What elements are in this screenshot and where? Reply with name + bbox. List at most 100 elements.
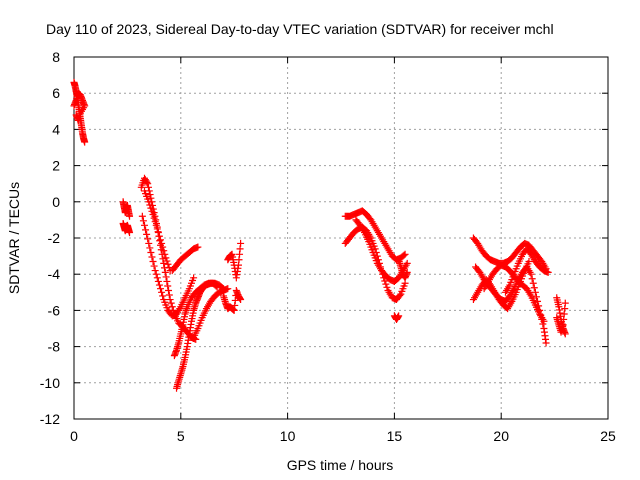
- data-point: [152, 221, 160, 229]
- data-point: [150, 262, 158, 270]
- data-point: [139, 217, 147, 225]
- y-tick-label: -12: [40, 411, 60, 427]
- series-s11: [190, 285, 232, 342]
- data-point: [163, 257, 171, 265]
- data-point: [540, 317, 548, 325]
- data-point: [237, 296, 245, 304]
- data-point: [212, 282, 220, 290]
- axis-ticks: 0 5 10 15 20 25 -12 -10 -8 -6 -4 -2 0 2 4 6 8: [40, 49, 616, 444]
- data-point: [126, 229, 134, 237]
- data-point: [148, 207, 156, 215]
- series-s16: [352, 216, 411, 285]
- data-point: [164, 260, 172, 268]
- data-point: [146, 244, 154, 252]
- series-s6: [138, 212, 198, 320]
- data-point: [157, 285, 165, 293]
- series-s17: [390, 312, 403, 323]
- data-point: [154, 277, 162, 285]
- series-s5: [137, 174, 200, 343]
- data-point: [525, 258, 533, 266]
- data-point: [162, 273, 170, 281]
- data-point: [147, 248, 155, 256]
- series-s12: [224, 239, 245, 282]
- data-point: [224, 285, 232, 293]
- data-point: [531, 288, 539, 296]
- data-point: [144, 180, 152, 188]
- data-point: [166, 296, 174, 304]
- data-point: [126, 212, 134, 220]
- x-tick-label: 20: [493, 428, 509, 444]
- data-point: [81, 138, 89, 146]
- data-point: [403, 259, 411, 267]
- x-tick-label: 10: [280, 428, 296, 444]
- data-point: [213, 283, 221, 291]
- series-s3: [119, 198, 134, 220]
- data-point: [159, 255, 167, 263]
- data-point: [153, 274, 161, 282]
- chart-title: Day 110 of 2023, Sidereal Day-to-day VTE…: [46, 21, 554, 37]
- data-point: [168, 303, 176, 311]
- series-s23: [501, 245, 552, 296]
- series-s2: [70, 89, 89, 124]
- data-point: [149, 258, 157, 266]
- data-point: [138, 212, 146, 220]
- data-point: [144, 183, 152, 191]
- data-point: [165, 291, 173, 299]
- y-tick-label: -2: [48, 230, 61, 246]
- data-point: [155, 232, 163, 240]
- data-point: [544, 268, 552, 276]
- data-point: [147, 194, 155, 202]
- data-point: [150, 214, 158, 222]
- series-s22: [480, 261, 548, 325]
- data-point: [151, 267, 159, 275]
- data-point: [165, 286, 173, 294]
- data-point: [158, 288, 166, 296]
- data-point: [528, 275, 536, 283]
- data-point: [149, 210, 157, 218]
- data-point: [147, 204, 155, 212]
- data-point: [400, 251, 408, 259]
- data-point: [561, 330, 569, 338]
- series-s10: [170, 279, 221, 360]
- data-point: [163, 277, 171, 285]
- data-point: [161, 268, 169, 276]
- data-point: [155, 281, 163, 289]
- data-point: [396, 291, 404, 299]
- y-tick-label: 2: [52, 158, 60, 174]
- x-tick-label: 0: [70, 428, 78, 444]
- y-tick-label: 8: [52, 49, 60, 65]
- data-point: [401, 250, 409, 258]
- data-point: [145, 239, 153, 247]
- data-point: [190, 274, 198, 282]
- data-point: [529, 279, 537, 287]
- data-point: [382, 280, 390, 288]
- data-point: [160, 247, 168, 255]
- data-point: [154, 229, 162, 237]
- data-point: [561, 299, 569, 307]
- data-point: [143, 230, 151, 238]
- data-point: [151, 218, 159, 226]
- data-point: [395, 312, 403, 320]
- y-tick-label: -8: [48, 339, 61, 355]
- y-tick-label: -4: [48, 266, 61, 282]
- data-point: [140, 221, 148, 229]
- data-point: [371, 245, 379, 253]
- data-point: [542, 339, 550, 347]
- series-s4: [119, 220, 134, 237]
- data-point: [530, 284, 538, 292]
- y-tick-label: 4: [52, 121, 60, 137]
- data-point: [527, 270, 535, 278]
- x-tick-label: 25: [600, 428, 616, 444]
- data-points: [70, 78, 569, 392]
- data-point: [157, 236, 165, 244]
- data-point: [162, 254, 170, 262]
- data-point: [237, 239, 245, 247]
- x-tick-label: 5: [177, 428, 185, 444]
- data-point: [381, 277, 389, 285]
- data-point: [161, 250, 169, 258]
- data-point: [145, 198, 153, 206]
- data-point: [194, 243, 202, 251]
- y-tick-label: -10: [40, 375, 60, 391]
- series-s8: [168, 243, 202, 275]
